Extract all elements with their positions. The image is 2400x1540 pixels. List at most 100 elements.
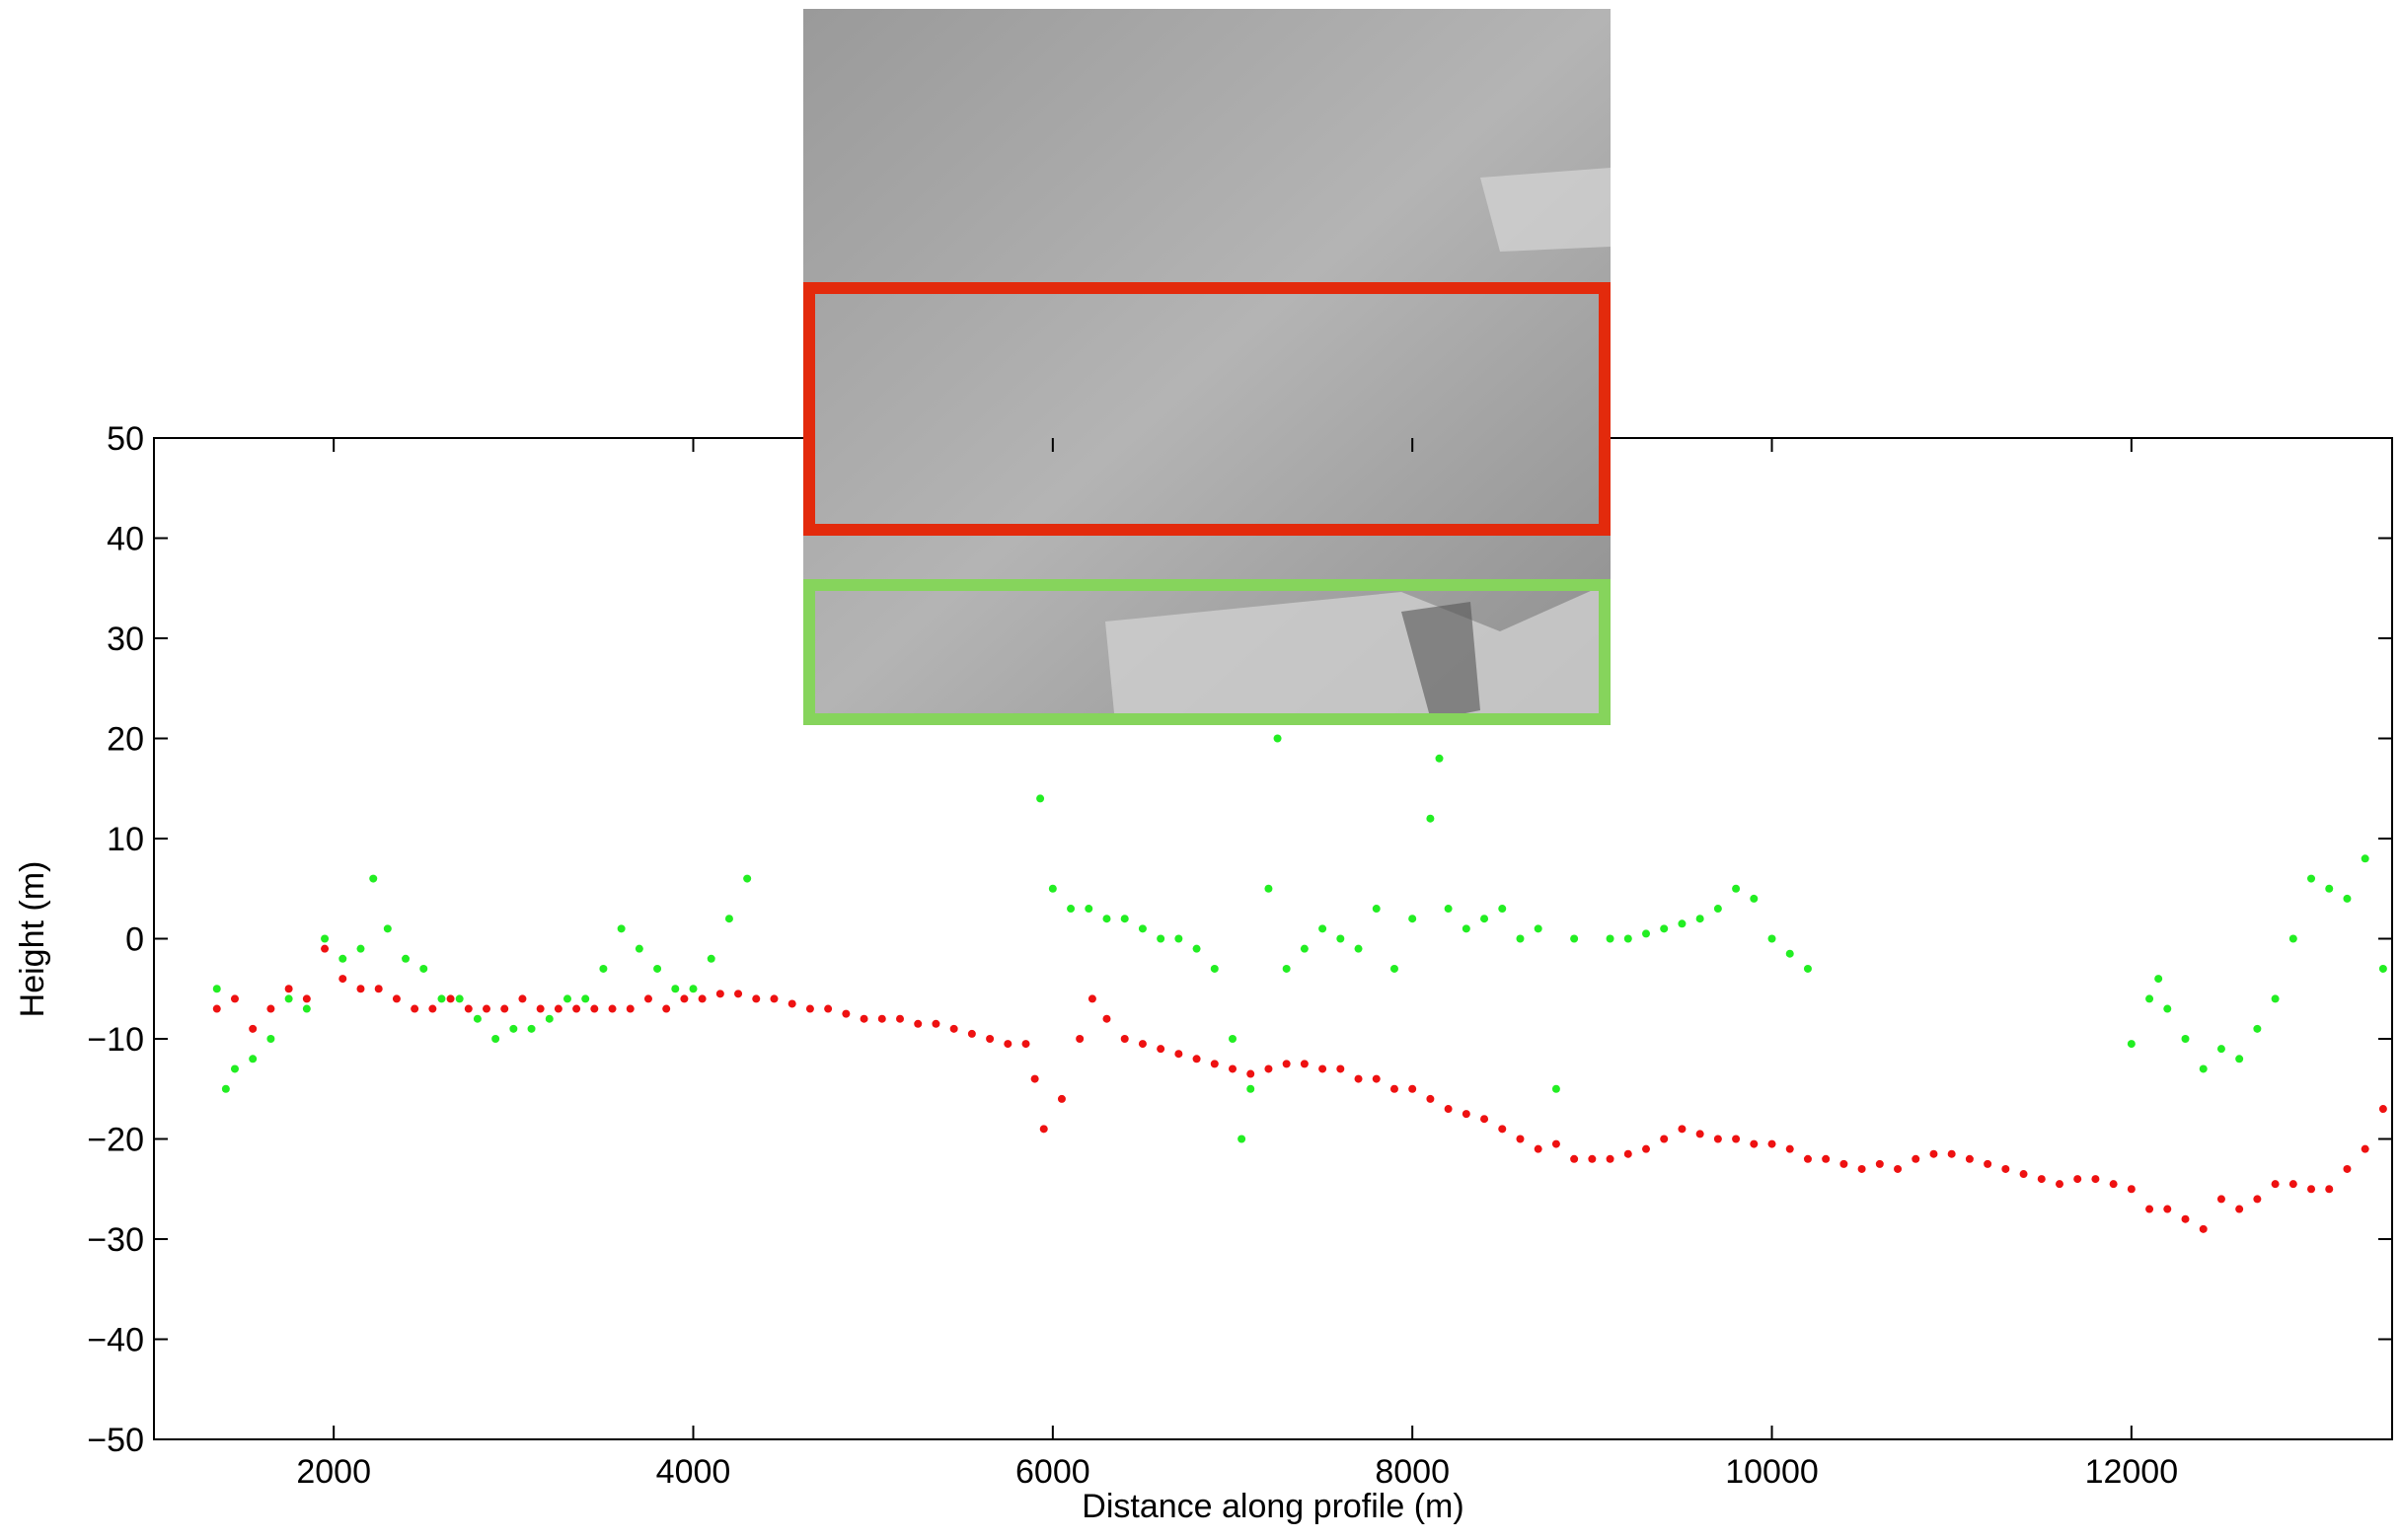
data-point <box>230 1064 239 1073</box>
data-point <box>338 954 347 963</box>
data-point <box>1102 915 1111 923</box>
data-point <box>536 1004 545 1013</box>
data-point <box>860 1014 868 1023</box>
data-point <box>932 1019 940 1028</box>
data-point <box>419 964 428 973</box>
data-point <box>1426 814 1435 823</box>
data-point <box>949 1024 958 1033</box>
data-point <box>2253 1024 2262 1033</box>
data-point <box>356 944 365 953</box>
data-point <box>842 1009 851 1018</box>
data-point <box>1336 1064 1345 1073</box>
data-point <box>752 994 761 1003</box>
data-point <box>2181 1035 2190 1043</box>
data-point <box>1767 934 1776 943</box>
data-point <box>1660 924 1669 933</box>
data-point <box>1229 1035 1238 1043</box>
data-point <box>1282 1060 1291 1068</box>
data-point <box>1588 1154 1597 1163</box>
data-point <box>2019 1170 2028 1179</box>
data-point <box>1785 949 1794 958</box>
data-point <box>1570 1154 1579 1163</box>
data-point <box>284 985 293 993</box>
data-point <box>2235 1055 2244 1063</box>
data-point <box>896 1014 904 1023</box>
data-point <box>1030 1074 1039 1083</box>
data-point <box>428 1004 437 1013</box>
data-point <box>1238 1135 1246 1143</box>
data-point <box>2055 1180 2063 1189</box>
data-point <box>788 999 796 1008</box>
data-point <box>1498 1125 1507 1134</box>
data-point <box>1803 964 1812 973</box>
data-point <box>572 1004 581 1013</box>
data-point <box>2127 1040 2136 1049</box>
data-point <box>249 1024 258 1033</box>
data-point <box>1102 1014 1111 1023</box>
data-point <box>1138 924 1147 933</box>
data-point <box>2307 1185 2316 1194</box>
y-tick-label: 20 <box>107 721 144 759</box>
data-point <box>212 985 221 993</box>
data-point <box>338 975 347 984</box>
data-point <box>1785 1144 1794 1153</box>
data-point <box>1210 1060 1219 1068</box>
data-point <box>1004 1040 1012 1049</box>
data-point <box>635 944 643 953</box>
data-point <box>1750 1139 1759 1148</box>
data-point <box>1695 1130 1704 1138</box>
data-point <box>2181 1214 2190 1223</box>
data-point <box>1282 964 1291 973</box>
x-tick-label: 8000 <box>1375 1453 1450 1491</box>
data-point <box>1336 934 1345 943</box>
y-tick-label: 40 <box>107 521 144 558</box>
data-point <box>2378 964 2387 973</box>
data-point <box>1408 915 1417 923</box>
plot-area <box>212 734 2387 1233</box>
inset-image <box>803 9 1611 725</box>
data-point <box>2145 1205 2154 1213</box>
data-point <box>2361 854 2369 863</box>
data-point <box>1965 1154 1974 1163</box>
data-point <box>383 924 392 933</box>
data-point <box>1857 1164 1866 1173</box>
data-point <box>1534 1144 1542 1153</box>
data-point <box>266 1035 275 1043</box>
data-point <box>2271 1180 2280 1189</box>
data-point <box>1606 934 1614 943</box>
data-point <box>1480 1115 1489 1124</box>
data-point <box>2037 1175 2046 1184</box>
data-point <box>1642 1144 1650 1153</box>
data-point <box>1606 1154 1614 1163</box>
data-point <box>1444 905 1453 914</box>
data-point <box>1894 1164 1903 1173</box>
data-point <box>1875 1159 1884 1168</box>
data-point <box>1462 1110 1470 1119</box>
data-point <box>392 994 401 1003</box>
data-point <box>1174 1050 1183 1059</box>
data-point <box>2163 1205 2172 1213</box>
data-point <box>562 994 571 1003</box>
data-point <box>500 1004 509 1013</box>
data-point <box>1192 1055 1201 1063</box>
data-point <box>1551 1139 1560 1148</box>
data-point <box>770 994 779 1003</box>
x-axis-label: Distance along profile (m) <box>1082 1488 1463 1525</box>
data-point <box>554 1004 562 1013</box>
data-point <box>302 1004 311 1013</box>
y-tick-label: 10 <box>107 821 144 858</box>
data-point <box>2163 1004 2172 1013</box>
data-point <box>464 1004 473 1013</box>
data-point <box>599 964 608 973</box>
y-tick-label: −40 <box>87 1322 144 1359</box>
data-point <box>491 1035 500 1043</box>
data-point <box>743 874 752 883</box>
data-point <box>1138 1040 1147 1049</box>
y-tick-label: −50 <box>87 1422 144 1459</box>
data-point <box>1389 1084 1398 1093</box>
data-point <box>2109 1180 2118 1189</box>
data-point <box>518 994 527 1003</box>
data-point <box>724 915 733 923</box>
data-point <box>608 1004 617 1013</box>
